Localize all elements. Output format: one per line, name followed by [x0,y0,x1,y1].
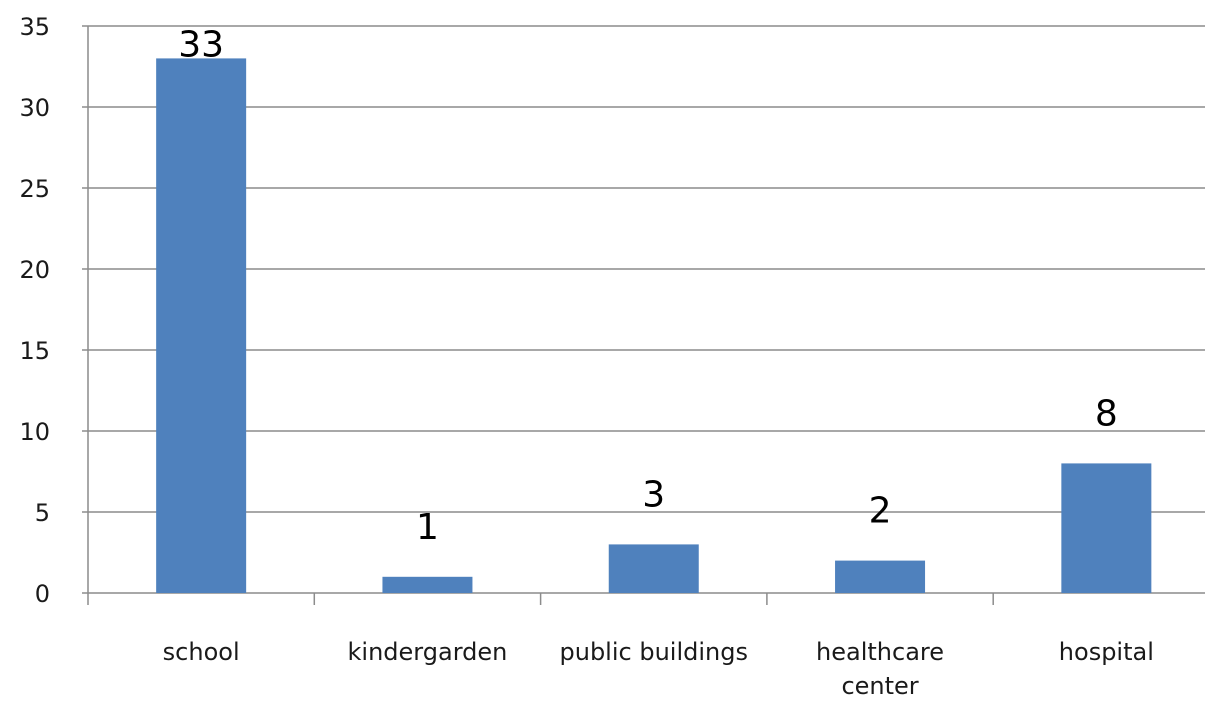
bar-4 [1061,463,1152,593]
bar-3 [835,560,926,593]
bar-2 [608,544,699,593]
x-category-label-4: hospital [1059,638,1154,666]
data-label-3: 2 [869,491,892,532]
x-category-label-3-line-0: healthcare [816,638,944,666]
y-tick-label-0: 0 [35,580,50,608]
y-tick-label-15: 15 [19,337,50,365]
x-category-label-0: school [163,638,240,666]
data-label-4: 8 [1095,393,1118,434]
x-category-label-3: healthcare center [816,638,944,700]
axes [82,25,1205,605]
x-category-label-2: public buildings [560,638,748,666]
y-tick-label-25: 25 [19,175,50,203]
data-label-2: 3 [642,474,665,515]
x-category-label-3-line-1: center [841,672,918,700]
bars [156,58,1152,593]
y-tick-label-35: 35 [19,13,50,41]
bar-1 [382,576,473,593]
data-label-0: 33 [178,24,224,65]
y-tick-label-20: 20 [19,256,50,284]
labels: 0 5 10 15 20 25 30 35 33 school 1 kindergarden 3 publ… [19,13,1153,700]
y-tick-label-5: 5 [35,499,50,527]
x-category-label-4-line-0: hospital [1059,638,1154,666]
y-tick-label-30: 30 [19,94,50,122]
x-category-label-2-line-0: public buildings [560,638,748,666]
x-category-label-1-line-0: kindergarden [348,638,508,666]
x-category-label-0-line-0: school [163,638,240,666]
data-label-1: 1 [416,507,439,548]
y-tick-label-10: 10 [19,418,50,446]
x-category-label-1: kindergarden [348,638,508,666]
bar-0 [156,58,247,593]
gridlines [88,25,1205,513]
